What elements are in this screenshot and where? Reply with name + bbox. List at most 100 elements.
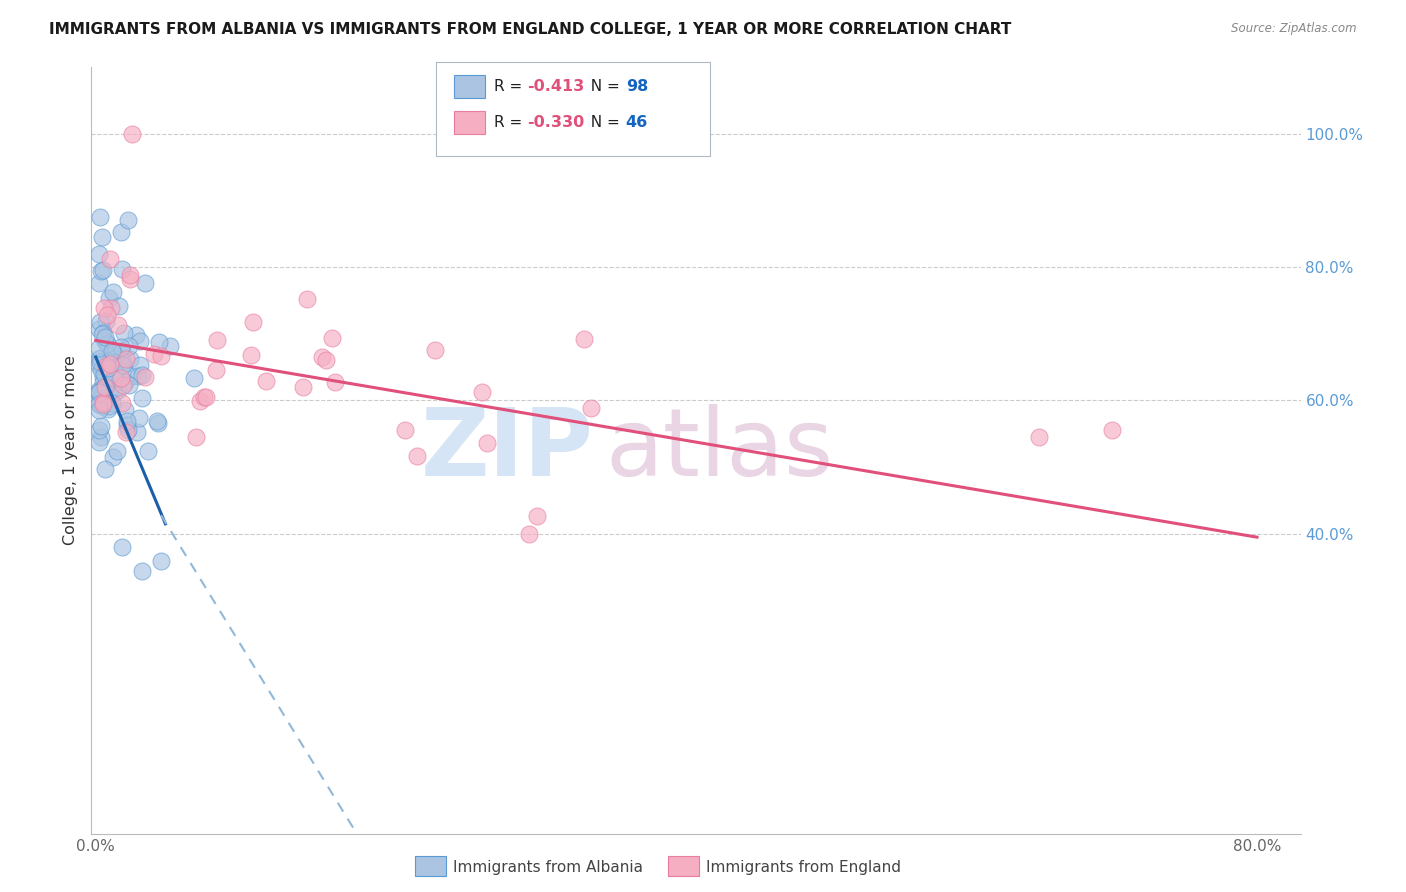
Point <box>127 425 149 439</box>
Point <box>254 374 277 388</box>
Point <box>240 348 263 362</box>
Text: atlas: atlas <box>605 404 834 497</box>
Point <box>111 359 134 373</box>
Point <box>91 263 114 277</box>
Point <box>138 444 160 458</box>
Point <box>94 330 117 344</box>
Point <box>96 335 118 350</box>
Point <box>405 449 427 463</box>
Point <box>128 411 150 425</box>
Text: R =: R = <box>494 115 527 129</box>
Point <box>242 314 264 328</box>
Text: IMMIGRANTS FROM ALBANIA VS IMMIGRANTS FROM ENGLAND COLLEGE, 1 YEAR OR MORE CORRE: IMMIGRANTS FROM ALBANIA VS IMMIGRANTS FR… <box>49 22 1011 37</box>
Point <box>114 376 136 390</box>
Point <box>96 308 118 322</box>
Point <box>90 363 112 377</box>
Point <box>146 414 169 428</box>
Text: N =: N = <box>581 79 624 94</box>
Point <box>188 393 211 408</box>
Point <box>97 291 120 305</box>
Point <box>89 210 111 224</box>
Text: N =: N = <box>581 115 624 129</box>
Point <box>477 436 499 450</box>
Point <box>100 301 122 315</box>
Point <box>114 403 136 417</box>
Point <box>115 425 138 439</box>
Point <box>117 377 139 392</box>
Point <box>93 367 115 381</box>
Point <box>193 390 215 404</box>
Point <box>107 383 129 397</box>
Point <box>134 369 156 384</box>
Point <box>183 371 205 385</box>
Point <box>91 375 114 389</box>
Text: Immigrants from Albania: Immigrants from Albania <box>453 860 643 874</box>
Point <box>120 369 142 384</box>
Point <box>111 261 134 276</box>
Point <box>110 340 132 354</box>
Text: -0.330: -0.330 <box>527 115 585 129</box>
Point <box>94 314 117 328</box>
Point <box>100 343 122 358</box>
Point <box>142 347 165 361</box>
Point <box>120 268 142 283</box>
Point <box>127 369 149 384</box>
Point <box>101 395 124 409</box>
Point <box>131 564 153 578</box>
Point <box>93 462 115 476</box>
Point <box>321 331 343 345</box>
Point <box>87 341 110 355</box>
Point <box>90 263 112 277</box>
Point <box>111 352 134 367</box>
Point <box>87 402 110 417</box>
Point <box>120 351 142 366</box>
Point <box>131 368 153 382</box>
Text: -0.413: -0.413 <box>527 79 585 94</box>
Point <box>94 359 117 374</box>
Point <box>117 339 139 353</box>
Point <box>111 343 134 358</box>
Text: ZIP: ZIP <box>420 404 593 497</box>
Point <box>93 370 115 384</box>
Text: Source: ZipAtlas.com: Source: ZipAtlas.com <box>1232 22 1357 36</box>
Point <box>107 318 129 332</box>
Point <box>425 343 447 358</box>
Point <box>91 326 114 340</box>
Point <box>205 363 228 377</box>
Point <box>295 292 318 306</box>
Point <box>87 352 110 367</box>
Point <box>98 383 121 397</box>
Point <box>103 355 125 369</box>
Point <box>89 385 111 400</box>
Point <box>87 276 110 290</box>
Point <box>87 383 110 397</box>
Point <box>93 377 115 392</box>
Point <box>98 358 121 372</box>
Point <box>149 349 172 363</box>
Point <box>292 380 315 394</box>
Point <box>91 395 114 409</box>
Point <box>526 508 548 523</box>
Point <box>111 540 134 554</box>
Point <box>93 333 115 347</box>
Point <box>103 370 125 384</box>
Point <box>581 401 603 416</box>
Point <box>103 344 125 359</box>
Point <box>1028 430 1050 444</box>
Point <box>97 361 120 376</box>
Point <box>105 443 128 458</box>
Point <box>129 334 152 348</box>
Point <box>87 397 110 411</box>
Point <box>97 402 120 417</box>
Point <box>111 396 134 410</box>
Point <box>90 361 112 376</box>
Point <box>89 315 111 329</box>
Text: 98: 98 <box>626 79 648 94</box>
Point <box>186 430 208 444</box>
Point <box>311 350 333 364</box>
Point <box>94 352 117 367</box>
Point <box>150 553 173 567</box>
Point <box>117 423 139 437</box>
Point <box>89 351 111 366</box>
Point <box>90 430 112 444</box>
